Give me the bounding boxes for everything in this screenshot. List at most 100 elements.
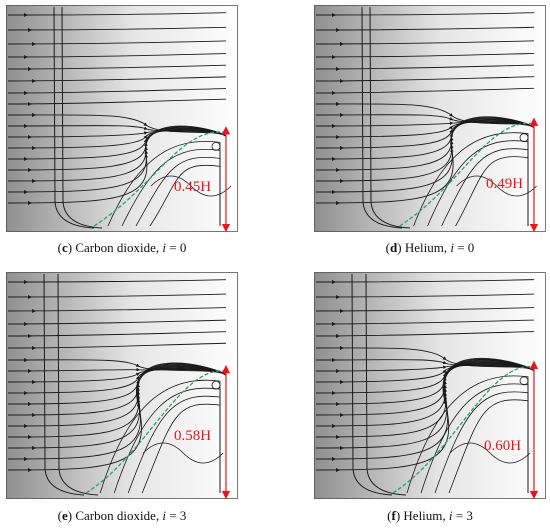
streamline bbox=[315, 360, 535, 427]
flow-arrowhead bbox=[32, 42, 36, 46]
streamline bbox=[315, 87, 535, 94]
flow-arrowhead bbox=[32, 380, 36, 384]
streamline bbox=[315, 12, 535, 16]
flow-arrowhead bbox=[28, 334, 32, 338]
flow-arrowhead bbox=[28, 28, 32, 32]
streamline bbox=[7, 114, 227, 137]
flow-arrowhead bbox=[28, 201, 32, 205]
plot-frame bbox=[314, 272, 546, 499]
streamline bbox=[315, 120, 535, 138]
vortex-core bbox=[211, 380, 221, 390]
flow-arrowhead bbox=[24, 457, 28, 461]
caption-text-f: Helium, bbox=[400, 508, 449, 523]
vortex-loop bbox=[434, 391, 529, 494]
flow-arrowhead bbox=[24, 55, 28, 59]
flow-arrowhead bbox=[340, 380, 344, 384]
streamline bbox=[315, 121, 535, 129]
flow-arrowhead bbox=[28, 135, 32, 139]
flow-arrowhead bbox=[340, 413, 344, 417]
streamline bbox=[7, 319, 227, 325]
flow-arrowhead bbox=[24, 190, 28, 194]
streamline bbox=[7, 342, 227, 349]
caption-var-d: i bbox=[450, 240, 454, 255]
streamline bbox=[315, 279, 535, 283]
streamline bbox=[7, 367, 227, 376]
flow-arrowhead bbox=[28, 402, 32, 406]
caption-var-f: i bbox=[448, 508, 453, 523]
flow-arrowhead bbox=[336, 168, 340, 172]
vertical-streamline bbox=[53, 6, 95, 229]
flow-arrowhead bbox=[28, 295, 32, 299]
caption-f: (f) Helium, i = 3 bbox=[387, 508, 473, 523]
caption-var-e: i bbox=[162, 508, 166, 523]
flow-arrowhead bbox=[336, 102, 340, 106]
vortex-core bbox=[519, 133, 529, 143]
caption-var-c: i bbox=[162, 240, 166, 255]
panel-f: 0.60H bbox=[314, 272, 546, 499]
flow-arrowhead bbox=[336, 67, 340, 71]
streamline bbox=[7, 128, 227, 160]
height-label-e: 0.58H bbox=[174, 428, 212, 444]
streamline bbox=[7, 363, 227, 460]
streamline bbox=[7, 125, 227, 137]
flow-arrowhead bbox=[340, 42, 344, 46]
flow-arrowhead bbox=[336, 369, 340, 373]
streamline bbox=[315, 359, 535, 372]
flow-arrowhead bbox=[332, 358, 336, 362]
streamline bbox=[315, 360, 535, 438]
separation-streamline bbox=[85, 370, 227, 494]
streamline bbox=[7, 126, 227, 193]
flow-arrowhead bbox=[28, 67, 32, 71]
flow-arrowhead bbox=[28, 369, 32, 373]
streamline-plot-e bbox=[6, 272, 238, 499]
streamline bbox=[7, 88, 227, 94]
flow-arrowhead bbox=[332, 391, 336, 395]
flow-arrowhead bbox=[32, 146, 36, 150]
streamline bbox=[315, 117, 535, 193]
streamline bbox=[315, 120, 535, 149]
streamline bbox=[315, 76, 535, 82]
flow-arrowhead bbox=[28, 102, 32, 106]
vortex-loop bbox=[455, 156, 529, 227]
caption-eq-f: = 3 bbox=[452, 508, 473, 523]
flow-arrowhead bbox=[32, 113, 36, 117]
flow-arrowhead bbox=[340, 446, 344, 450]
streamline bbox=[315, 114, 535, 129]
separation-streamline bbox=[392, 366, 535, 494]
streamline bbox=[7, 364, 227, 438]
flow-arrowhead bbox=[32, 413, 36, 417]
vortex-loop bbox=[448, 399, 529, 494]
caption-eq-e: = 3 bbox=[166, 508, 187, 523]
vertical-streamline bbox=[361, 6, 403, 229]
streamline bbox=[7, 64, 227, 70]
streamline bbox=[7, 26, 227, 31]
vertical-streamline bbox=[351, 273, 393, 496]
plot-frame bbox=[314, 5, 546, 232]
flow-arrowhead bbox=[336, 468, 340, 472]
streamline bbox=[7, 368, 227, 383]
flow-arrowhead bbox=[24, 13, 28, 17]
caption-text-c: Carbon dioxide, bbox=[72, 240, 163, 255]
flow-arrowhead bbox=[32, 179, 36, 183]
streamline bbox=[7, 125, 227, 204]
flow-arrowhead bbox=[336, 201, 340, 205]
streamline bbox=[7, 279, 227, 283]
flow-arrowhead bbox=[24, 280, 28, 284]
caption-letter-f: f bbox=[391, 508, 396, 523]
flow-arrowhead bbox=[24, 91, 28, 95]
flow-arrowhead bbox=[24, 124, 28, 128]
flow-arrowhead bbox=[336, 435, 340, 439]
flow-arrowhead bbox=[24, 391, 28, 395]
flow-arrowhead bbox=[336, 402, 340, 406]
streamline bbox=[7, 130, 227, 138]
flow-arrowhead bbox=[24, 424, 28, 428]
streamline bbox=[315, 52, 535, 58]
streamline bbox=[315, 64, 535, 70]
caption-text-d: Helium, bbox=[401, 240, 451, 255]
streamline bbox=[7, 364, 227, 449]
vortex-loop bbox=[141, 403, 221, 494]
flow-arrowhead bbox=[32, 446, 36, 450]
caption-eq-d: = 0 bbox=[453, 240, 475, 255]
streamline bbox=[315, 116, 535, 204]
